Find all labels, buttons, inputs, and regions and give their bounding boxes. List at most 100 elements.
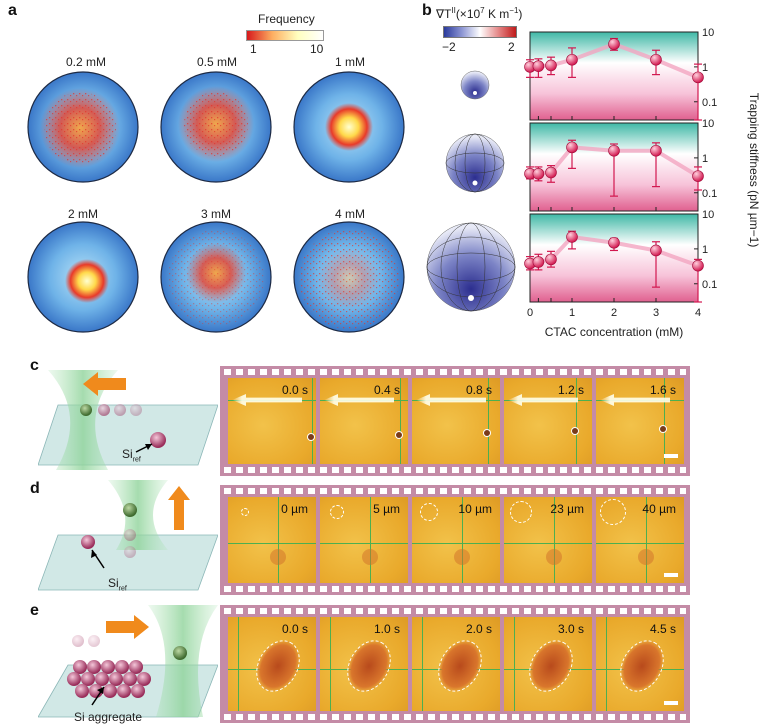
crosshair-horizontal	[228, 543, 316, 544]
frame-c-2: 0.8 s	[412, 378, 500, 464]
scale-bar	[664, 454, 678, 458]
crosshair-vertical	[664, 378, 665, 464]
defocused-particle-ring	[241, 508, 249, 516]
y-tick-label: 10	[702, 118, 714, 130]
defocused-particle-ring	[510, 501, 532, 523]
frame-label: 0.4 s	[373, 383, 400, 397]
bubble-medium	[445, 133, 505, 193]
colorbar-max-label: 10	[310, 42, 324, 56]
y-tick-label: 10	[702, 27, 714, 39]
si-ref-label-d: Siref	[108, 576, 127, 592]
density-map-2mM	[27, 221, 139, 333]
aggregate-outline	[338, 632, 400, 700]
data-point	[566, 231, 578, 243]
label-2mM: 2 mM	[68, 207, 98, 221]
y-tick-label: 1	[702, 244, 708, 256]
x-axis-label: CTAC concentration (mM)	[545, 325, 683, 339]
frequency-colorbar-title: Frequency	[258, 12, 315, 26]
frame-label: 4.5 s	[649, 622, 676, 636]
schematic-c	[38, 370, 218, 470]
aggregate-outline	[247, 632, 309, 700]
si-ref-d-sub: ref	[118, 585, 127, 593]
hot-spot	[638, 549, 654, 565]
si-aggregate-label: Si aggregate	[74, 710, 143, 724]
hot-spot	[454, 549, 470, 565]
data-point	[692, 170, 704, 182]
film-holes-top-c	[224, 369, 686, 375]
frame-label: 0.0 s	[281, 622, 308, 636]
scale-bar	[664, 701, 678, 705]
frame-label: 1.2 s	[557, 383, 584, 397]
panel-letter-d: d	[30, 480, 40, 497]
particle	[572, 428, 578, 434]
data-point	[545, 59, 557, 72]
data-point	[566, 53, 578, 66]
particle	[308, 434, 314, 440]
colorbar-min-label: 1	[250, 42, 257, 56]
frames-e: 0.0 s 1.0 s 2.0 s 3.0 s 4.5 s	[228, 617, 684, 711]
aggregate-balls	[67, 660, 151, 698]
data-point	[608, 38, 620, 50]
crosshair-horizontal	[504, 543, 592, 544]
bubble-large	[426, 222, 516, 312]
density-map-4mM	[293, 221, 405, 333]
particle	[396, 432, 402, 438]
gradient-exp: 7	[480, 6, 485, 15]
data-point	[608, 144, 620, 157]
film-holes-top-e	[224, 608, 686, 614]
label-0.5mM: 0.5 mM	[197, 55, 238, 69]
gradient-scale-min: −2	[442, 40, 456, 54]
y-tick-label: 0.1	[702, 279, 717, 291]
crosshair-vertical	[606, 617, 607, 711]
frame-label: 1.0 s	[373, 622, 400, 636]
scale-bar	[664, 573, 678, 577]
crosshair-vertical	[488, 378, 489, 464]
density-map-0.5mM	[160, 71, 272, 183]
y-tick-label: 1	[702, 153, 708, 165]
data-point	[532, 60, 545, 72]
data-point	[692, 259, 704, 272]
density-map-3mM	[160, 221, 272, 333]
frame-d-4: 40 µm	[596, 497, 684, 583]
crosshair-vertical	[370, 497, 371, 583]
crosshair-vertical	[514, 617, 515, 711]
film-holes-bottom-e	[224, 714, 686, 720]
panel-letter-c: c	[30, 357, 39, 374]
crosshair-vertical	[462, 497, 463, 583]
si-ref-c-main: Si	[122, 447, 133, 461]
frames-c: 0.0 s 0.4 s 0.8 s 1.2 s 1.6 s	[228, 378, 684, 464]
density-map-0.2mM	[27, 71, 139, 183]
x-tick-label: 4	[695, 307, 701, 319]
frame-c-3: 1.2 s	[504, 378, 592, 464]
hot-spot	[546, 549, 562, 565]
defocused-particle-ring	[600, 499, 626, 525]
frame-d-1: 5 µm	[320, 497, 408, 583]
data-point	[566, 141, 578, 154]
data-point	[545, 166, 557, 179]
crosshair-vertical	[400, 378, 401, 464]
crosshair-horizontal	[596, 543, 684, 544]
frame-label: 3.0 s	[557, 622, 584, 636]
defocused-particle-ring	[330, 505, 344, 519]
bubble-small	[460, 70, 490, 100]
schematic-e	[38, 605, 218, 718]
si-ref-c-sub: ref	[132, 456, 141, 464]
frequency-colorbar	[246, 30, 324, 41]
gradient-prefix: ∇T	[436, 7, 452, 21]
crosshair-vertical	[330, 617, 331, 711]
x-tick-label: 2	[611, 307, 617, 319]
gradient-exp2: −1	[509, 6, 519, 15]
hot-spot	[270, 549, 286, 565]
crosshair-vertical	[554, 497, 555, 583]
data-point	[545, 253, 557, 266]
crosshair-vertical	[422, 617, 423, 711]
panel-letter-a: a	[8, 2, 17, 19]
x-tick-label: 1	[569, 307, 575, 319]
y-tick-label: 1	[702, 62, 708, 74]
aggregate-outline	[520, 632, 582, 700]
gradient-colorbar	[443, 26, 517, 38]
trap-density-maps	[27, 71, 405, 333]
crosshair-vertical	[238, 617, 239, 711]
frame-c-4: 1.6 s	[596, 378, 684, 464]
frame-c-1: 0.4 s	[320, 378, 408, 464]
